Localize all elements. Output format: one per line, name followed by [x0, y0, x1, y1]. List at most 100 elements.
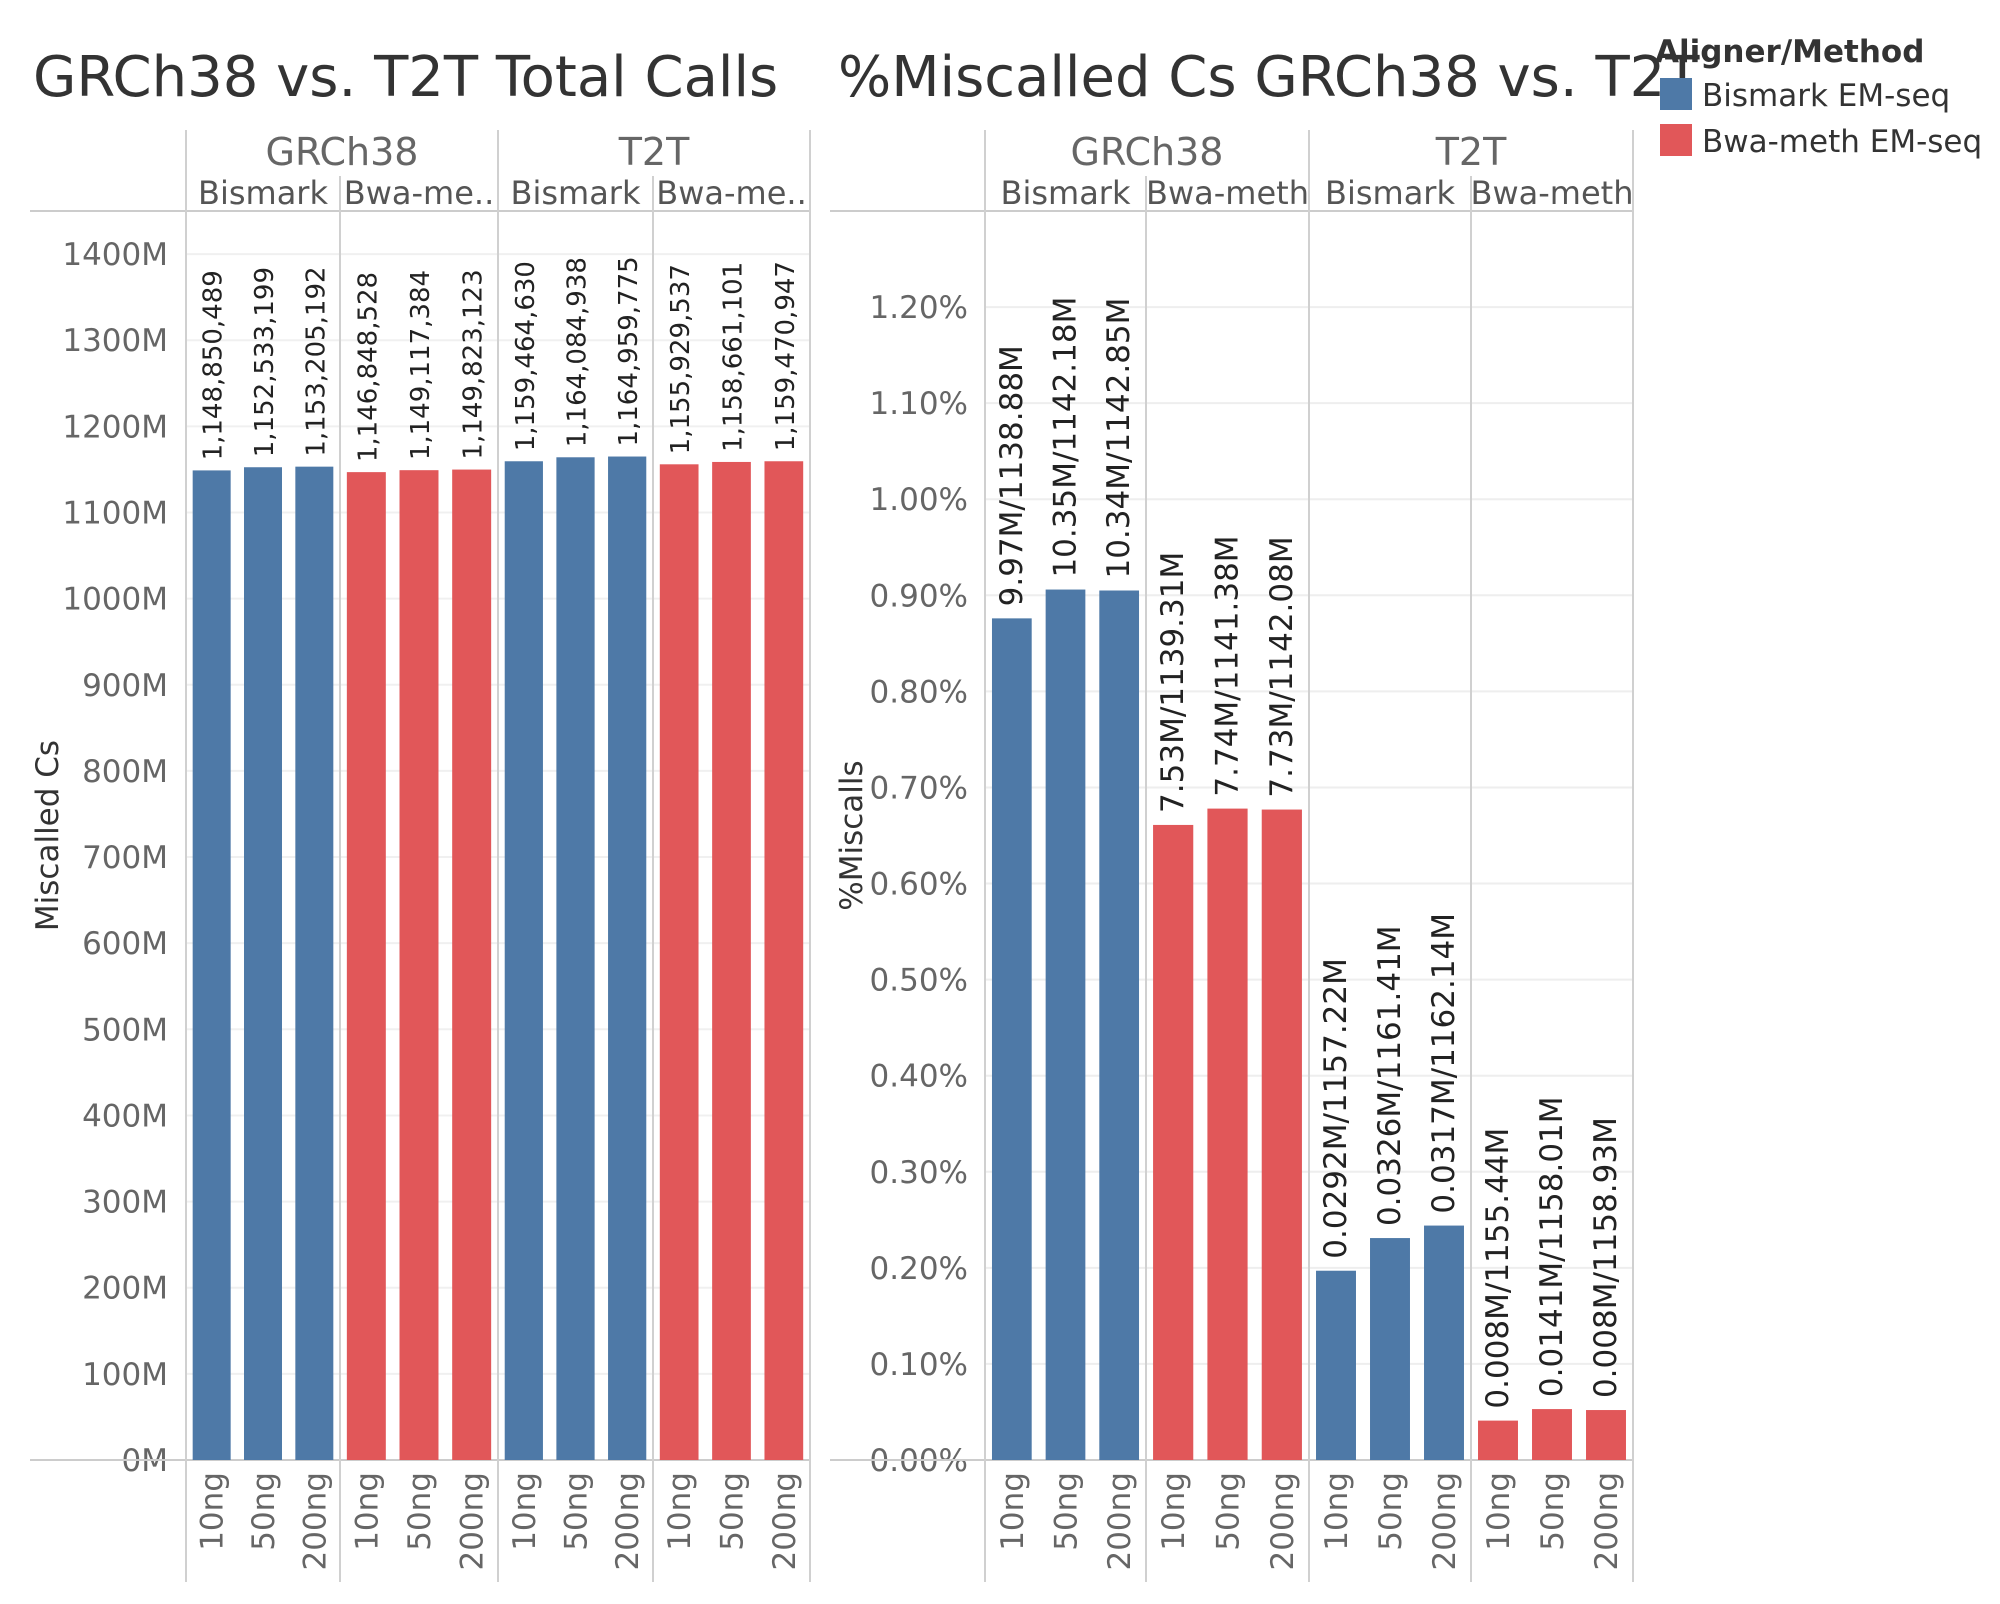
method-header: Bwa-me.. — [344, 174, 494, 212]
data-label: 0.0326M/1161.41M — [1372, 925, 1408, 1226]
x-category-label: 50ng — [1211, 1472, 1247, 1551]
data-label: 0.0141M/1158.01M — [1534, 1096, 1570, 1397]
y-tick-label: 0.80% — [870, 674, 968, 710]
bar — [991, 618, 1032, 1460]
y-tick-label: 0.40% — [870, 1059, 968, 1095]
data-label: 1,149,823,123 — [459, 269, 489, 459]
data-label: 10.34M/1142.85M — [1101, 298, 1137, 579]
group-header-grch38: GRCh38 — [1071, 130, 1224, 174]
bar — [556, 457, 595, 1460]
bar — [1316, 1270, 1356, 1460]
y-tick-label: 800M — [82, 754, 168, 790]
bar — [399, 470, 439, 1460]
group-header-grch38: GRCh38 — [266, 130, 419, 174]
method-header: Bismark — [1001, 174, 1131, 212]
y-tick-label: 1400M — [62, 237, 168, 273]
bar — [1424, 1225, 1464, 1460]
legend-swatch-bwameth — [1660, 124, 1692, 156]
bar — [764, 461, 804, 1460]
data-label: 1,159,470,947 — [771, 261, 801, 451]
x-category-label: 10ng — [995, 1472, 1031, 1551]
data-label: 1,148,850,489 — [199, 270, 229, 460]
data-label: 1,146,848,528 — [353, 272, 383, 462]
data-label: 10.35M/1142.18M — [1048, 297, 1084, 578]
x-category-label: 10ng — [1481, 1472, 1517, 1551]
y-tick-label: 900M — [82, 668, 168, 704]
chart-title-total-calls: GRCh38 vs. T2T Total Calls — [33, 45, 778, 110]
bar — [1207, 808, 1248, 1460]
x-category-label: 50ng — [1535, 1472, 1571, 1551]
y-tick-label: 1100M — [62, 495, 168, 531]
y-tick-label: 0.30% — [870, 1155, 968, 1191]
bar — [1153, 824, 1194, 1460]
x-category-label: 50ng — [715, 1472, 751, 1551]
y-tick-label: 300M — [82, 1185, 168, 1221]
data-label: 1,159,464,630 — [511, 261, 541, 451]
y-tick-label: 100M — [82, 1357, 168, 1393]
x-category-label: 200ng — [297, 1472, 333, 1571]
legend-item-bwameth: Bwa-meth EM-seq — [1702, 124, 1982, 160]
y-axis-title: Miscalled Cs — [30, 740, 66, 931]
data-label: 9.97M/1138.88M — [994, 345, 1030, 606]
y-tick-label: 0.90% — [870, 578, 968, 614]
data-label: 7.73M/1142.08M — [1264, 536, 1300, 797]
panels-layer: 0M100M200M300M400M500M600M700M800M900M10… — [30, 130, 1634, 1582]
data-label: 1,149,117,384 — [406, 270, 436, 460]
y-tick-label: 200M — [82, 1271, 168, 1307]
data-label: 0.008M/1155.44M — [1480, 1128, 1516, 1409]
y-tick-label: 1.10% — [870, 386, 968, 422]
y-tick-label: 0.60% — [870, 867, 968, 903]
y-tick-label: 0.70% — [870, 770, 968, 806]
x-category-label: 50ng — [1049, 1472, 1085, 1551]
bar — [1099, 590, 1140, 1460]
x-category-label: 200ng — [610, 1472, 646, 1571]
x-category-label: 50ng — [246, 1472, 282, 1551]
bar — [608, 456, 647, 1461]
data-label: 1,164,959,775 — [614, 256, 644, 446]
bar — [295, 466, 334, 1460]
bar — [504, 461, 543, 1460]
data-label: 0.0317M/1162.14M — [1426, 913, 1462, 1214]
bar — [1261, 809, 1302, 1460]
y-tick-label: 500M — [82, 1012, 168, 1048]
x-category-label: 200ng — [767, 1472, 803, 1571]
method-header: Bismark — [198, 174, 328, 212]
bar — [659, 464, 699, 1460]
y-tick-label: 400M — [82, 1098, 168, 1134]
y-tick-label: 1300M — [62, 323, 168, 359]
group-header-t2t: T2T — [1435, 130, 1507, 174]
data-label: 1,164,084,938 — [563, 257, 593, 447]
x-category-label: 200ng — [1589, 1472, 1625, 1571]
bar — [1478, 1420, 1518, 1460]
bar — [192, 470, 231, 1461]
chart-title-miscalled: %Miscalled Cs GRCh38 vs. T2T — [838, 45, 1700, 110]
legend-item-bismark: Bismark EM-seq — [1702, 78, 1950, 114]
bar — [452, 469, 492, 1460]
y-tick-label: 1000M — [62, 582, 168, 618]
y-tick-label: 1.00% — [870, 482, 968, 518]
x-category-label: 10ng — [662, 1472, 698, 1551]
x-category-label: 200ng — [1427, 1472, 1463, 1571]
x-category-label: 50ng — [559, 1472, 595, 1551]
x-category-label: 50ng — [402, 1472, 438, 1551]
data-label: 7.53M/1139.31M — [1155, 552, 1191, 813]
x-category-label: 200ng — [455, 1472, 491, 1571]
y-tick-label: 0.50% — [870, 963, 968, 999]
data-label: 1,152,533,199 — [250, 267, 280, 457]
group-header-t2t: T2T — [618, 130, 690, 174]
data-label: 1,153,205,192 — [301, 266, 331, 456]
x-category-label: 200ng — [1265, 1472, 1301, 1571]
bar — [1045, 589, 1086, 1460]
data-label: 0.0292M/1157.22M — [1318, 958, 1354, 1259]
x-category-label: 10ng — [349, 1472, 385, 1551]
y-tick-label: 1.20% — [870, 290, 968, 326]
y-tick-label: 1200M — [62, 409, 168, 445]
bar — [244, 467, 282, 1460]
data-label: 7.74M/1141.38M — [1210, 535, 1246, 796]
bar — [712, 461, 751, 1460]
legend: Aligner/Method Bismark EM-seq Bwa-meth E… — [1655, 34, 1982, 160]
x-category-label: 10ng — [195, 1472, 231, 1551]
y-tick-label: 600M — [82, 926, 168, 962]
